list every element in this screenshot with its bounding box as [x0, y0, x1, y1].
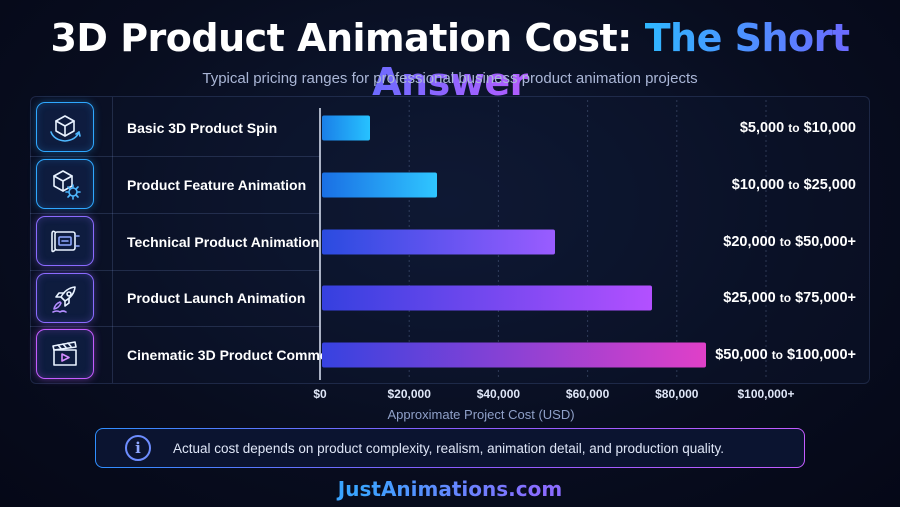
range-label: $20,000 to $50,000+: [723, 234, 856, 250]
range-low: $25,000: [723, 290, 776, 306]
range-low: $50,000: [715, 347, 768, 363]
row-separator: [30, 156, 320, 157]
range-high: $10,000: [803, 120, 856, 136]
info-note-text: Actual cost depends on product complexit…: [173, 440, 725, 456]
bar-4: [322, 342, 706, 368]
range-high: $75,000+: [795, 290, 856, 306]
bar-3: [322, 285, 652, 311]
brand-footer: JustAnimations.com: [0, 477, 900, 501]
rocket-icon: [36, 273, 94, 323]
x-tick-label: $80,000: [655, 387, 699, 401]
range-label: $5,000 to $10,000: [740, 120, 856, 136]
info-icon: i: [125, 435, 151, 461]
category-label: Cinematic 3D Product Commercial: [127, 347, 357, 363]
range-sep: to: [779, 291, 792, 305]
title-part-1: 3D Product Animation Cost:: [50, 16, 632, 60]
range-label: $10,000 to $25,000: [732, 177, 856, 193]
cube-rotate-icon: [36, 102, 94, 152]
category-label: Technical Product Animation: [127, 234, 320, 250]
row-separator: [30, 270, 320, 271]
bar-0: [322, 115, 370, 141]
x-tick-label: $0: [313, 387, 327, 401]
category-label: Basic 3D Product Spin: [127, 120, 278, 136]
range-low: $5,000: [739, 120, 785, 136]
range-sep: to: [779, 235, 792, 249]
range-sep: to: [788, 121, 800, 135]
page-subtitle: Typical pricing ranges for professional …: [202, 70, 698, 87]
range-low: $20,000: [723, 234, 776, 250]
category-label: Product Launch Animation: [127, 290, 306, 306]
bar-2: [322, 229, 555, 255]
x-tick-label: $100,000+: [737, 387, 794, 401]
icon-column-divider: [112, 97, 113, 383]
range-label: $50,000 to $100,000+: [715, 347, 856, 363]
x-tick-label: $20,000: [388, 387, 432, 401]
bar-1: [322, 172, 437, 198]
range-high: $100,000+: [787, 347, 856, 363]
x-tick-label: $40,000: [477, 387, 521, 401]
range-high: $50,000+: [795, 234, 856, 250]
clapperboard-icon: [36, 329, 94, 379]
range-high: $25,000: [803, 177, 856, 193]
row-separator: [30, 213, 320, 214]
cube-gear-icon: [36, 159, 94, 209]
blueprint-icon: [36, 216, 94, 266]
range-label: $25,000 to $75,000+: [723, 290, 856, 306]
range-low: $10,000: [731, 177, 785, 193]
info-note: i Actual cost depends on product complex…: [95, 428, 805, 468]
title-part-2: The Short Answer: [372, 16, 850, 104]
x-tick-label: $60,000: [566, 387, 610, 401]
x-axis-label: Approximate Project Cost (USD): [387, 407, 575, 422]
range-sep: to: [771, 348, 784, 362]
row-separator: [30, 326, 320, 327]
page-title: 3D Product Animation Cost: The Short Ans…: [0, 16, 900, 104]
range-sep: to: [788, 178, 800, 192]
category-label: Product Feature Animation: [127, 177, 307, 193]
